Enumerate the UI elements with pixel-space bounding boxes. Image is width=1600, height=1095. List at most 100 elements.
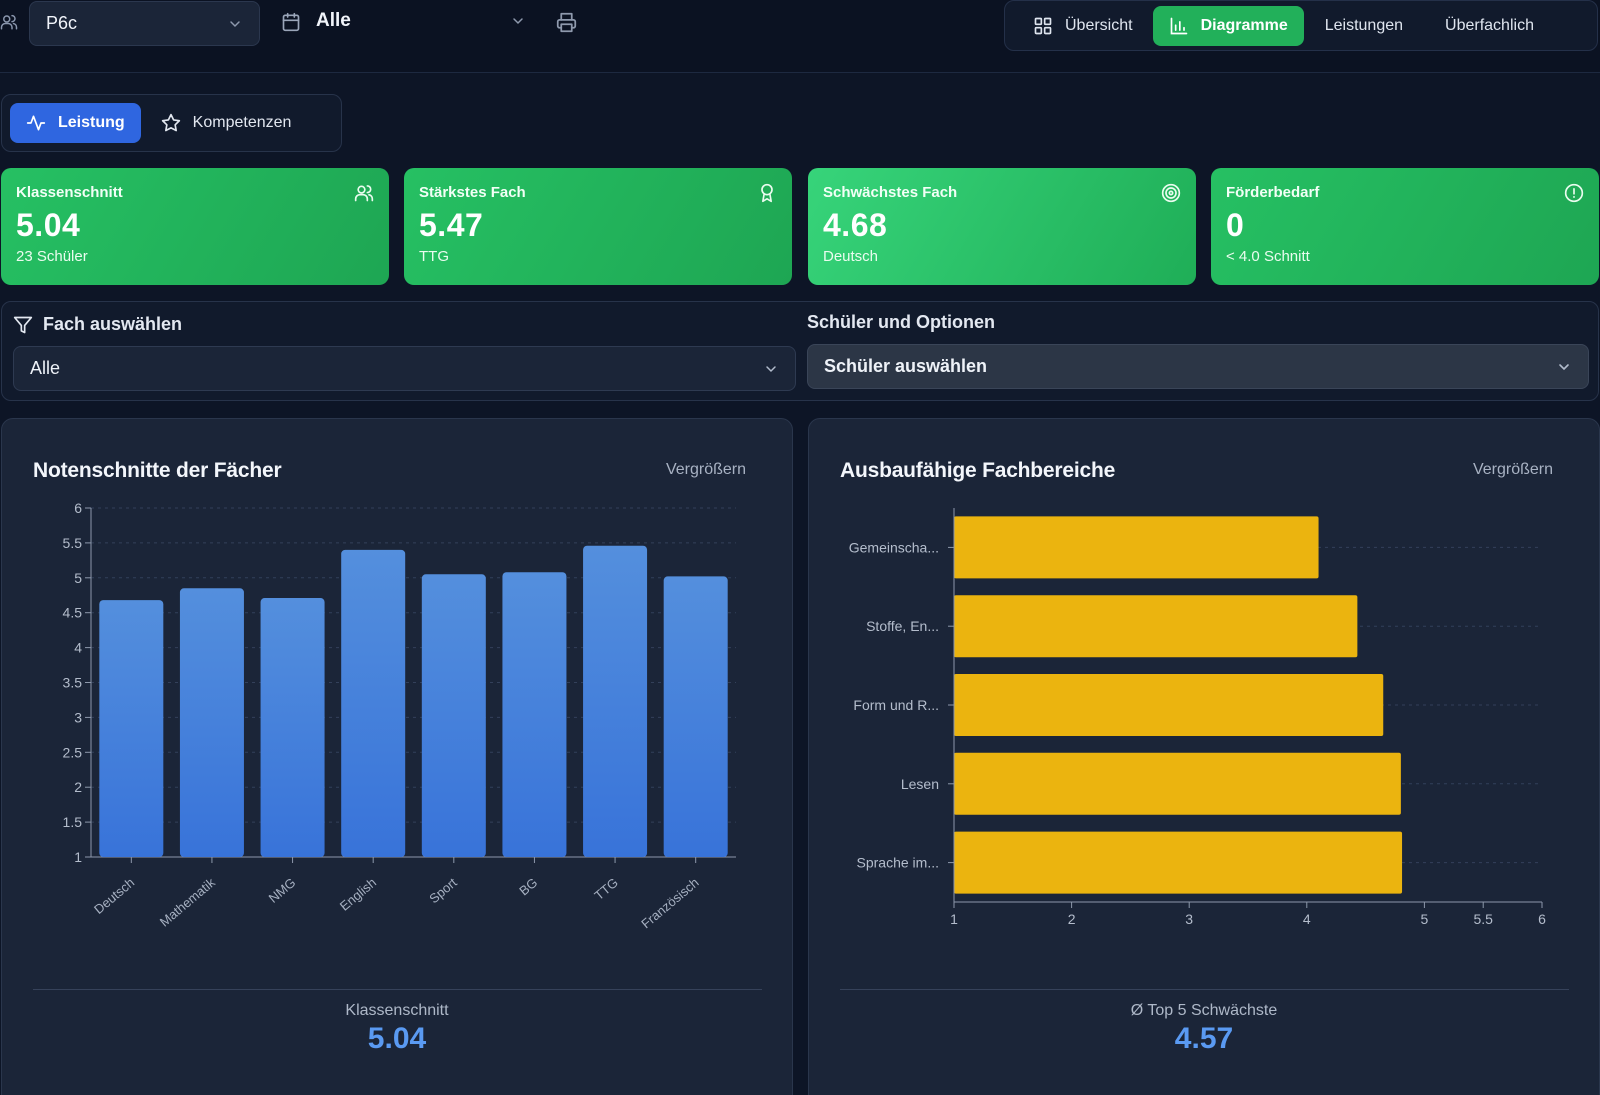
subject-select-value: Alle [30,358,61,378]
bar-1 [954,516,1319,579]
subject-filter-label: Fach auswählen [13,314,182,335]
stat-label: Schwächstes Fach [823,184,958,201]
tab-leistung[interactable]: Leistung [10,103,141,143]
top-bar: P6c Alle Übersicht Diagramme Leistunge [0,0,1600,73]
y-tick-label: 2 [74,779,82,795]
target-icon [1161,183,1181,203]
x-tick-label: 1 [950,911,958,927]
chevron-down-icon [763,361,779,377]
y-tick-label: 2.5 [63,744,83,760]
chart-title: Notenschnitte der Fächer [33,459,282,482]
tab-uebersicht[interactable]: Übersicht [1025,6,1149,46]
tab-leistungen[interactable]: Leistungen [1304,6,1424,46]
stat-label: Förderbedarf [1226,184,1320,201]
footer-value: 5.04 [367,1022,427,1055]
chevron-down-icon [1556,359,1572,375]
subject-filter-text: Fach auswählen [43,314,183,334]
students-select[interactable]: Schüler auswählen [807,344,1589,389]
footer-value: 4.57 [1174,1022,1234,1055]
y-tick-label: Stoffe, En... [866,618,939,634]
y-tick-label: Form und R... [853,697,939,713]
stat-subtext: TTG [419,248,449,265]
y-tick-label: Sprache im... [857,855,939,871]
footer-label: Ø Top 5 Schwächste [1130,1002,1278,1019]
tab-kompetenzen[interactable]: Kompetenzen [145,103,308,143]
students-select-value: Schüler auswählen [824,356,988,376]
y-tick-label: 5 [74,570,82,586]
x-tick-label: 4 [1303,911,1311,927]
stat-subtext: < 4.0 Schnitt [1226,248,1310,265]
tab-label: Übersicht [1065,16,1133,34]
divider [33,989,762,990]
bar-nmg [260,598,325,857]
students-options-label: Schüler und Optionen [807,312,995,333]
y-tick-label: 4.5 [63,605,83,621]
subject-select[interactable]: Alle [13,346,796,391]
star-icon [161,113,181,133]
printer-icon[interactable] [556,12,577,33]
bar-3 [954,674,1384,736]
view-tabs: Übersicht Diagramme Leistungen Überfachl… [1004,0,1598,51]
tab-ueberfachlich[interactable]: Überfachlich [1424,6,1555,46]
bar-französisch [663,576,728,857]
bar-deutsch [99,600,164,857]
alert-circle-icon [1564,183,1584,203]
weak-areas-chart: Gemeinscha... Stoffe, En... Form und R... L… [849,508,1546,927]
users-icon [0,13,18,31]
chart-panel-weak-areas: Ausbaufähige Fachbereiche Vergrößern Gem… [808,418,1600,1095]
tab-diagramme[interactable]: Diagramme [1152,5,1304,46]
bar-chart-icon [1169,16,1189,36]
stat-card-schwaechstes-fach: Schwächstes Fach 4.68 Deutsch [808,168,1196,285]
x-tick-label: 2 [1068,911,1076,927]
tab-label: Diagramme [1200,16,1288,34]
sub-tabs: Leistung Kompetenzen [1,94,342,152]
tab-label: Leistung [58,114,125,131]
stat-card-foerderbedarf: Förderbedarf 0 < 4.0 Schnitt [1211,168,1599,285]
bar-4 [954,752,1401,815]
x-tick-label: Mathematik [157,874,218,929]
grid-icon [1033,16,1053,36]
enlarge-button[interactable]: Vergrößern [1472,461,1553,478]
stat-card-klassenschnitt: Klassenschnitt 5.04 23 Schüler [1,168,389,285]
bar-bg [502,572,567,857]
x-tick-label: 5.5 [1473,911,1493,927]
chevron-down-icon [510,13,526,29]
chevron-down-icon [227,16,243,32]
bar-sport [421,574,486,857]
y-tick-label: 3 [74,709,82,725]
class-select[interactable]: P6c [29,1,260,46]
y-tick-label: 5.5 [63,535,83,551]
y-tick-label: Lesen [901,776,939,792]
tab-label: Leistungen [1324,16,1404,34]
award-icon [757,183,777,203]
y-tick-label: 1 [74,849,82,865]
x-tick-label: NMG [266,875,299,906]
x-tick-label: English [337,875,379,914]
stat-card-staerkstes-fach: Stärkstes Fach 5.47 TTG [404,168,792,285]
filter-icon [13,315,33,335]
y-tick-label: 4 [74,640,82,656]
x-tick-label: 5 [1421,911,1429,927]
stat-subtext: 23 Schüler [16,248,88,265]
x-tick-label: Sport [426,875,460,907]
subject-averages-chart: 1 1.5 2 2.5 3 3.5 4 4.5 5 5.5 6 Deutsch Mathematik NM… [63,500,736,932]
y-tick-label: 1.5 [63,814,83,830]
stat-label: Stärkstes Fach [419,184,526,201]
tab-label: Überfachlich [1445,16,1534,34]
users-icon [354,183,374,203]
stat-label: Klassenschnitt [16,184,123,201]
class-select-value: P6c [46,13,78,33]
y-tick-label: 3.5 [63,675,83,691]
students-options-text: Schüler und Optionen [807,312,995,332]
filter-bar: Fach auswählen Alle Schüler und Optionen… [1,301,1599,401]
period-select-value: Alle [316,10,351,31]
bar-2 [954,595,1358,658]
x-tick-label: TTG [591,875,621,903]
x-tick-label: Französisch [638,875,701,932]
stat-value: 5.04 [16,207,81,243]
chart-panel-subject-averages: Notenschnitte der Fächer Vergrößern 1 1.5… [1,418,793,1095]
enlarge-button[interactable]: Vergrößern [665,461,746,478]
x-tick-label: Deutsch [91,875,137,917]
x-tick-label: 6 [1538,911,1546,927]
period-select[interactable]: Alle [316,10,526,32]
